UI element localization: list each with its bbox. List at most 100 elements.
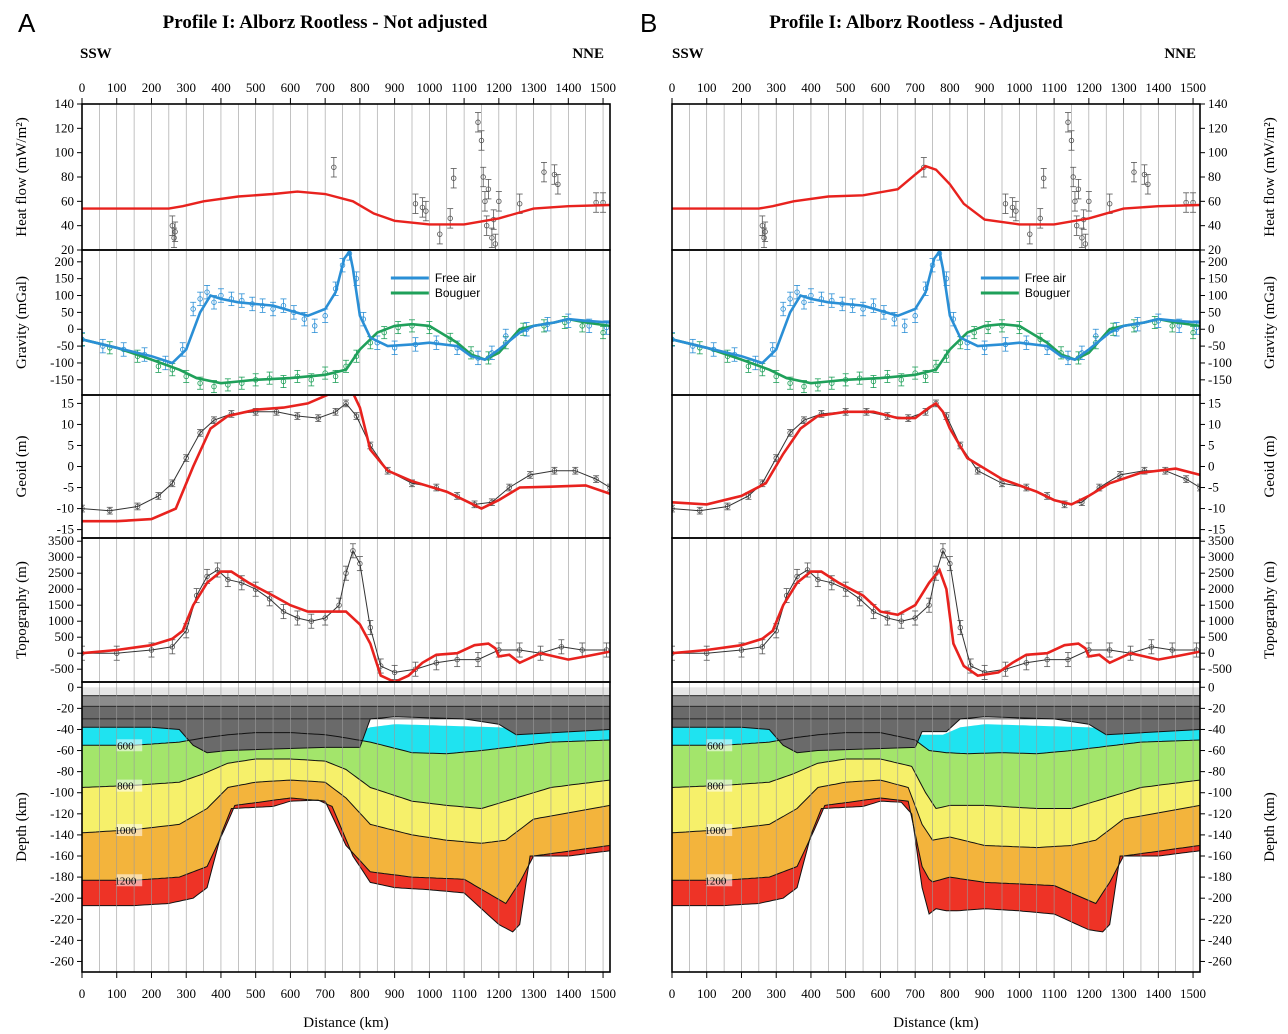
y-tick-label: -260 (50, 953, 74, 968)
topography-model-line (82, 570, 610, 682)
topography-obs-point (794, 573, 800, 580)
layer-600 (672, 724, 1200, 754)
heat-flow-obs (475, 112, 481, 133)
isotherm-label-bg (706, 824, 733, 837)
subplot-geoid: -15 -10 -5 0 5 10 15 Geoid (m) (671, 394, 1278, 539)
heat-flow-model-line (672, 164, 1200, 226)
heat-flow-obs (492, 233, 499, 250)
topography-obs-point (239, 580, 245, 586)
plot-body (82, 250, 610, 395)
x-tick-label-bottom: 100 (107, 986, 127, 1001)
y-tick-label: 1000 (1208, 613, 1234, 628)
y-tick-label: 150 (1208, 271, 1228, 286)
free-air-obs (228, 291, 235, 307)
subplot-frame (81, 537, 611, 683)
x-axis-label: Distance (km) (303, 1015, 388, 1031)
x-tick-label-bottom: 500 (836, 986, 856, 1001)
heat-flow-obs (1131, 161, 1137, 183)
heat-flow-obs (1012, 200, 1019, 222)
y-tick-label: 100 (1208, 145, 1228, 160)
geoid-obs-point (183, 455, 189, 461)
y-axis-label: Topography (m) (14, 561, 30, 659)
x-tick-label-top: 1300 (521, 80, 547, 95)
bouguer-obs-point (787, 380, 793, 386)
y-tick-label: -50 (57, 338, 74, 353)
isotherm-iso800 (672, 758, 1200, 810)
free-air-obs-point (787, 296, 793, 302)
topography-obs (294, 610, 301, 626)
y-tick-label: 200 (55, 254, 75, 269)
y-tick-label: -80 (1208, 764, 1225, 779)
bouguer-obs (999, 319, 1005, 333)
y-tick-label: -20 (1208, 700, 1225, 715)
bouguer-obs-point (801, 383, 807, 390)
y-tick-label: 500 (1208, 629, 1228, 644)
layer-lab (82, 798, 610, 932)
x-tick-label-bottom: 200 (142, 986, 162, 1001)
y-tick-label: 3500 (48, 533, 74, 548)
x-tick-label-top: 600 (871, 80, 891, 95)
heat-flow-obs-point (1086, 198, 1092, 205)
y-tick-label: -10 (57, 501, 74, 516)
topography-obs-point (940, 548, 946, 554)
plot-body: 600 800 1000 1200 (672, 682, 1200, 972)
free-air-obs (197, 291, 204, 307)
y-axis-label: Gravity (mGal) (14, 276, 30, 369)
x-tick-label-top: 0 (669, 80, 676, 95)
y-tick-label: 20 (61, 242, 74, 257)
geoid-obs-line (82, 402, 610, 512)
y-tick-label: 1500 (48, 597, 74, 612)
y-tick-label: 100 (1208, 288, 1228, 303)
y-axis-label: Heat flow (mW/m²) (1262, 117, 1278, 236)
heat-flow-obs (1183, 192, 1190, 213)
lower-crust (82, 706, 610, 753)
topography-obs-point (912, 615, 918, 621)
x-tick-label-top: 200 (732, 80, 752, 95)
topography-obs-point (815, 576, 821, 583)
layer-1200 (672, 780, 1200, 904)
y-tick-label: -140 (1208, 827, 1232, 842)
bouguer-obs (395, 321, 402, 335)
topography-model-line (672, 567, 1200, 677)
heat-flow-obs-point (541, 169, 547, 175)
y-tick-label: -150 (50, 372, 74, 387)
bouguer-obs (224, 378, 231, 392)
x-tick-label-top: 1500 (590, 80, 616, 95)
x-tick-label-bottom: 400 (211, 986, 231, 1001)
x-tick-label-top: 1200 (1076, 80, 1102, 95)
heat-flow-obs (593, 192, 600, 213)
topography-obs-point (308, 618, 314, 624)
heat-flow-obs-point (1082, 241, 1089, 247)
x-tick-label-top: 600 (281, 80, 301, 95)
direction-left-label: SSW (80, 46, 112, 62)
free-air-obs (981, 340, 988, 355)
free-air-obs-point (312, 323, 318, 329)
y-tick-label: -240 (1208, 932, 1232, 947)
subplot-frame (81, 394, 611, 539)
heat-flow-obs (480, 166, 487, 188)
y-tick-label: 60 (1208, 193, 1221, 208)
heat-flow-obs (412, 193, 419, 214)
y-axis-label: Heat flow (mW/m²) (14, 117, 30, 236)
legend-label-bouguer: Bouguer (1025, 286, 1070, 300)
x-tick-label-top: 1400 (555, 80, 581, 95)
x-tick-label-bottom: 1000 (1006, 986, 1032, 1001)
heat-flow-obs-point (496, 198, 502, 205)
bouguer-obs-point (332, 373, 339, 380)
heat-flow-obs (481, 191, 488, 212)
x-tick-label-bottom: 100 (697, 986, 717, 1001)
bouguer-obs-point (600, 329, 606, 336)
lower-crust (672, 706, 1200, 753)
free-air-obs-point (912, 313, 918, 319)
bouguer-model-line (82, 317, 610, 385)
topography-obs-point (204, 573, 210, 580)
y-tick-label: 150 (55, 271, 75, 286)
bouguer-obs-point (898, 377, 904, 383)
y-tick-label: 2500 (48, 565, 74, 580)
panel-letter: B (640, 8, 657, 38)
x-tick-label-top: 800 (940, 80, 960, 95)
heat-flow-obs-point (482, 198, 488, 205)
